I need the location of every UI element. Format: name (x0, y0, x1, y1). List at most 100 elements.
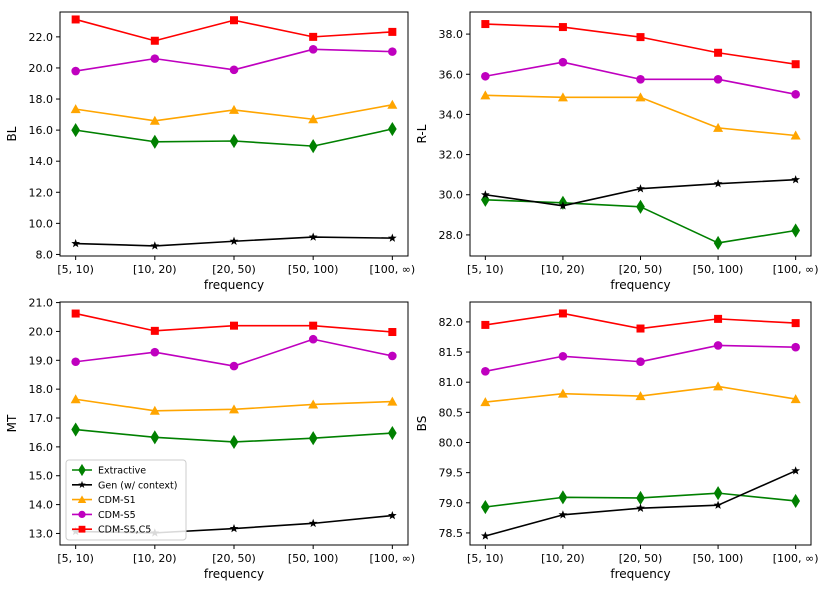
data-point-cdm-s1 (713, 122, 724, 132)
data-point-cdm-s5 (229, 65, 239, 75)
data-point-cdm-s5-c5 (558, 23, 567, 32)
data-point-cdm-s5-c5 (388, 328, 397, 337)
data-point-gen-w-context (558, 510, 568, 519)
y-tick-label: 16.0 (29, 124, 54, 137)
legend-marker-cdm-s1 (77, 495, 87, 503)
legend: Extractive Gen (w/ context) CDM-S1 CDM-S5 CD… (65, 459, 187, 541)
data-point-cdm-s5-c5 (636, 33, 645, 42)
y-tick-label: 14.0 (29, 155, 54, 168)
x-axis-label: frequency (610, 567, 670, 581)
y-tick-label: 78.5 (439, 527, 464, 540)
data-point-gen-w-context (308, 518, 318, 528)
x-tick-label: [5, 10) (467, 552, 504, 565)
data-point-cdm-s5 (791, 90, 800, 99)
data-point-extractive (713, 486, 723, 501)
y-tick-label: 34.0 (439, 108, 464, 121)
data-point-gen-w-context (558, 201, 568, 210)
data-point-cdm-s5 (308, 44, 318, 54)
y-tick-label: 16.0 (29, 441, 54, 454)
x-tick-label: [5, 10) (467, 263, 504, 276)
data-point-cdm-s1 (480, 90, 491, 100)
data-point-cdm-s1 (790, 394, 801, 404)
y-tick-label: 80.5 (439, 406, 464, 419)
data-point-cdm-s1 (557, 92, 568, 102)
legend-box (65, 459, 187, 541)
series-line-cdm-s5-c5 (485, 23, 796, 66)
data-point-extractive (636, 199, 645, 214)
data-point-cdm-s1 (229, 104, 239, 114)
data-point-cdm-s1 (790, 130, 801, 140)
data-point-cdm-s5 (388, 351, 397, 361)
y-axis-label: BL (5, 126, 19, 141)
y-tick-label: 38.0 (439, 28, 464, 41)
data-point-cdm-s5-c5 (481, 20, 490, 29)
plot-frame (469, 11, 812, 257)
y-axis-label: MT (5, 414, 19, 432)
y-tick-label: 20.0 (29, 62, 54, 75)
data-point-extractive (791, 223, 801, 238)
data-point-cdm-s5 (713, 341, 723, 350)
data-point-cdm-s1 (635, 92, 646, 102)
data-point-cdm-s5-c5 (309, 321, 318, 330)
data-point-cdm-s5 (636, 74, 645, 84)
data-point-cdm-s5-c5 (309, 32, 318, 41)
data-point-cdm-s5-c5 (636, 324, 645, 333)
x-tick-label: [10, 20) (541, 263, 585, 276)
data-point-cdm-s5-c5 (388, 27, 397, 36)
data-point-cdm-s1 (149, 115, 160, 125)
data-point-cdm-s1 (713, 381, 724, 391)
data-point-cdm-s1 (229, 404, 239, 414)
data-point-cdm-s1 (149, 405, 160, 415)
y-axis-label: BS (415, 416, 429, 432)
data-point-cdm-s5-c5 (71, 15, 80, 24)
y-tick-label: 12.0 (29, 186, 54, 199)
data-point-cdm-s1 (70, 104, 81, 114)
data-point-gen-w-context (71, 238, 81, 248)
y-axis-label: R-L (415, 124, 429, 143)
data-point-extractive (71, 422, 81, 437)
y-tick-label: 81.0 (439, 376, 464, 389)
data-point-gen-w-context (791, 175, 801, 184)
data-point-cdm-s5-c5 (481, 320, 490, 329)
x-tick-label: [20, 50) (212, 552, 256, 565)
y-tick-label: 20.0 (29, 325, 54, 338)
plot-frame (469, 301, 812, 546)
data-point-extractive (229, 434, 239, 450)
y-tick-label: 18.0 (29, 383, 54, 396)
x-tick-label: [50, 100) (288, 263, 339, 276)
data-point-extractive (791, 493, 801, 509)
data-point-cdm-s5-c5 (71, 309, 80, 318)
data-point-extractive (71, 123, 81, 138)
x-tick-label: [50, 100) (693, 552, 744, 565)
data-point-cdm-s1 (387, 396, 398, 406)
data-point-extractive (308, 139, 318, 154)
data-point-extractive (387, 425, 397, 441)
x-tick-label: [5, 10) (57, 263, 94, 276)
y-tick-label: 22.0 (29, 31, 54, 44)
data-point-cdm-s5 (558, 351, 568, 361)
x-axis-label: frequency (204, 278, 264, 292)
data-point-cdm-s5 (791, 342, 800, 352)
data-point-extractive (387, 121, 397, 137)
x-tick-label: [20, 50) (619, 552, 663, 565)
chart-panel-mt: 13.0 14.0 15.0 16.0 17.0 18.0 19.0 20.0 21.0 [5, … (5, 297, 415, 581)
y-tick-label: 21.0 (29, 297, 54, 310)
data-point-gen-w-context (713, 500, 723, 509)
data-point-cdm-s5 (636, 357, 645, 366)
data-point-gen-w-context (713, 179, 723, 188)
y-tick-label: 18.0 (29, 93, 54, 106)
data-point-gen-w-context (387, 233, 397, 242)
data-point-cdm-s5-c5 (230, 321, 238, 330)
data-point-cdm-s1 (480, 397, 491, 407)
legend-label-cdm-s5: CDM-S5 (98, 510, 136, 521)
legend-marker-gen-w-context (78, 480, 86, 488)
y-tick-label: 80.0 (439, 436, 464, 449)
x-tick-label: [100, ∞) (773, 552, 819, 565)
data-point-cdm-s1 (308, 399, 319, 409)
data-point-gen-w-context (480, 531, 490, 540)
y-tick-label: 32.0 (439, 149, 464, 162)
data-point-gen-w-context (229, 236, 239, 245)
legend-marker-extractive (78, 463, 86, 477)
data-point-cdm-s5 (71, 66, 80, 76)
